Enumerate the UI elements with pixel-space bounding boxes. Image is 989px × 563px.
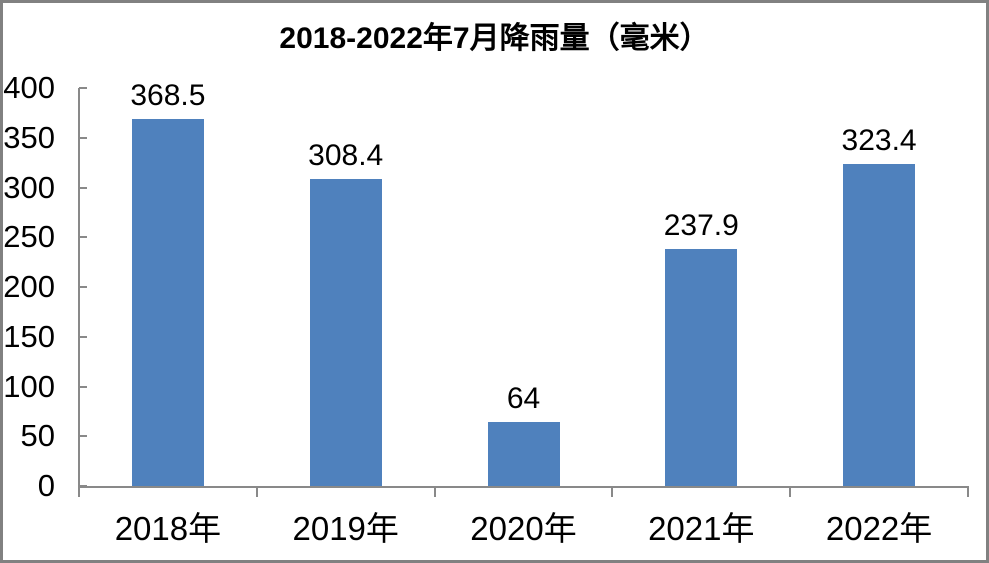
y-tick-label: 0 [37, 468, 55, 503]
bar-value-label: 64 [506, 382, 541, 416]
bar [665, 249, 738, 486]
chart-title: 2018-2022年7月降雨量（毫米） [279, 22, 710, 55]
x-category-label: 2019年 [292, 510, 399, 547]
bar [843, 164, 916, 486]
x-axis-tick [789, 487, 792, 497]
y-axis-tick [79, 87, 87, 89]
y-tick-label: 150 [3, 318, 55, 354]
bar-value-label: 368.5 [130, 79, 206, 113]
y-axis-tick [79, 335, 87, 338]
bar [309, 179, 382, 486]
bar-value-label: 308.4 [308, 139, 384, 173]
y-tick-label: 200 [3, 269, 55, 304]
x-category-label: 2018年 [114, 510, 222, 547]
y-axis-tick [79, 435, 87, 438]
y-tick-label: 350 [3, 119, 55, 155]
y-tick-label: 50 [20, 418, 55, 454]
bar-value-label: 237.9 [663, 209, 739, 243]
y-axis-line [78, 88, 80, 488]
bar [131, 119, 204, 486]
bar [487, 422, 560, 486]
y-axis-tick [79, 385, 87, 388]
x-axis-tick [611, 487, 614, 497]
x-category-label: 2022年 [825, 510, 933, 547]
y-axis-tick [79, 286, 87, 288]
x-axis-tick [433, 487, 436, 497]
y-axis-tick [79, 485, 87, 487]
y-tick-label: 100 [3, 368, 55, 404]
y-tick-label: 300 [3, 169, 55, 205]
y-tick-label: 400 [3, 70, 55, 105]
x-category-label: 2021年 [648, 510, 755, 547]
y-axis-tick [79, 136, 87, 139]
x-axis-tick [78, 487, 80, 497]
y-axis-tick [79, 236, 87, 239]
x-axis-tick [967, 487, 969, 497]
x-axis-line [78, 486, 969, 488]
bar-value-label: 323.4 [841, 124, 917, 158]
x-category-label: 2020年 [470, 510, 577, 547]
y-axis-tick [79, 186, 87, 189]
y-tick-label: 250 [3, 219, 55, 255]
x-axis-tick [255, 487, 258, 497]
